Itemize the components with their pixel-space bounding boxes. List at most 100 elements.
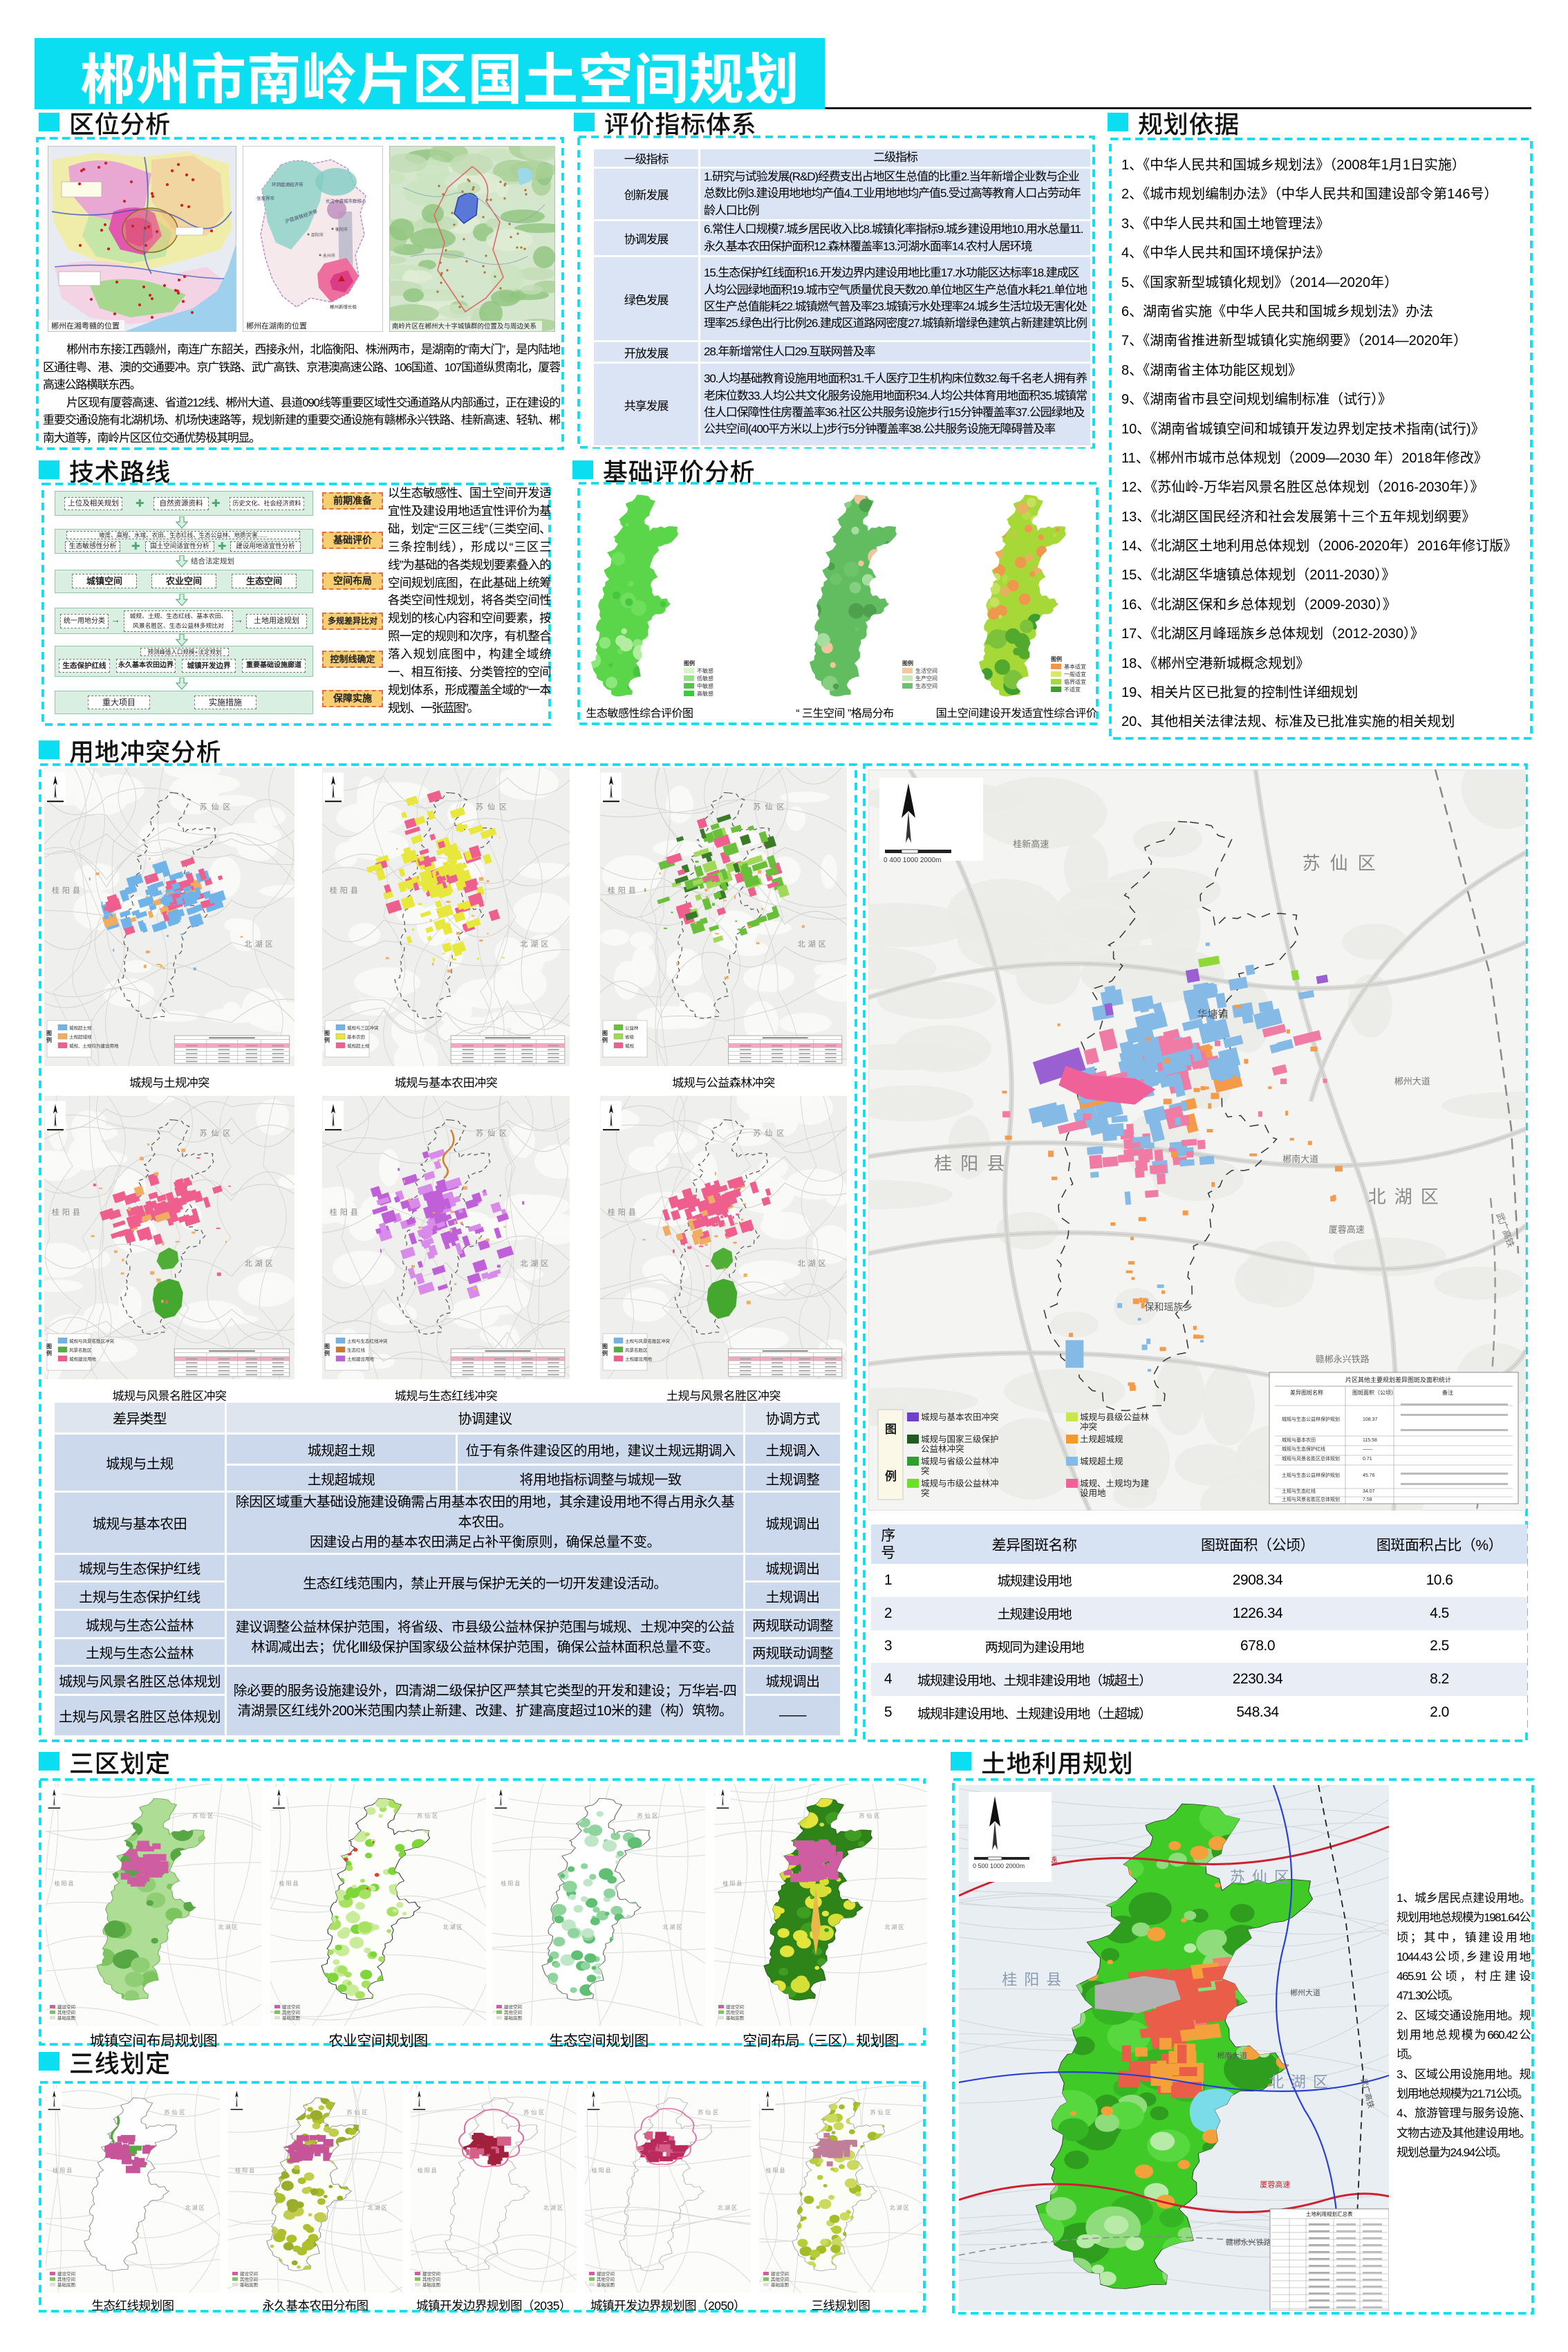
svg-text:土规建设用地: 土规建设用地 bbox=[347, 1356, 375, 1362]
svg-text:桂阳县: 桂阳县 bbox=[330, 885, 361, 895]
svg-text:桂阳县: 桂阳县 bbox=[418, 2167, 438, 2174]
svg-text:北湖区: 北湖区 bbox=[662, 1924, 683, 1930]
svg-text:城规与风景名胜区总体规划: 城规与风景名胜区总体规划 bbox=[1282, 1455, 1340, 1462]
svg-text:城规与生态公益林保护规划: 城规与生态公益林保护规划 bbox=[1282, 1416, 1340, 1422]
svg-text:土规超城规: 土规超城规 bbox=[1080, 1434, 1123, 1444]
svg-text:苏仙区: 苏仙区 bbox=[346, 2109, 369, 2116]
svg-text:图斑面积（公顷）: 图斑面积（公顷） bbox=[1352, 1389, 1397, 1396]
svg-text:建设空间: 建设空间 bbox=[504, 2004, 522, 2010]
svg-text:苏仙区: 苏仙区 bbox=[637, 1812, 660, 1819]
svg-text:图: 图 bbox=[885, 1423, 897, 1436]
svg-text:土地利用规划汇总表: 土地利用规划汇总表 bbox=[1306, 2210, 1353, 2217]
svg-text:环洞庭湖经济带: 环洞庭湖经济带 bbox=[272, 181, 304, 187]
svg-text:苏仙区: 苏仙区 bbox=[870, 2109, 893, 2116]
svg-text:——: —— bbox=[1363, 1447, 1372, 1452]
svg-text:图例: 图例 bbox=[684, 660, 695, 666]
svg-text:郴州在湖南的位置: 郴州在湖南的位置 bbox=[246, 321, 307, 330]
svg-text:图例: 图例 bbox=[324, 1030, 330, 1044]
svg-text:厦蓉高速: 厦蓉高速 bbox=[1260, 2179, 1290, 2189]
svg-text:北湖区: 北湖区 bbox=[798, 1259, 829, 1268]
svg-text:保和瑶族乡: 保和瑶族乡 bbox=[1144, 1302, 1193, 1313]
svg-text:基础底图: 基础底图 bbox=[57, 2015, 75, 2021]
svg-text:风景名胜区: 风景名胜区 bbox=[69, 1347, 92, 1353]
svg-text:不适宜: 不适宜 bbox=[1064, 686, 1081, 693]
svg-text:桂阳县: 桂阳县 bbox=[235, 2167, 256, 2174]
svg-text:北湖区: 北湖区 bbox=[884, 1924, 905, 1930]
svg-text:图例: 图例 bbox=[1051, 655, 1062, 662]
svg-text:北湖区: 北湖区 bbox=[520, 1259, 551, 1268]
svg-text:郴州在湘粤赣的位置: 郴州在湘粤赣的位置 bbox=[51, 321, 120, 330]
svg-text:苏仙区: 苏仙区 bbox=[476, 1128, 511, 1137]
svg-text:其他空间: 其他空间 bbox=[597, 2276, 615, 2282]
svg-text:城规、土规均为建设用地: 城规、土规均为建设用地 bbox=[69, 1043, 119, 1049]
svg-text:34.07: 34.07 bbox=[1363, 1489, 1375, 1494]
svg-text:苏仙区: 苏仙区 bbox=[1230, 1869, 1296, 1886]
svg-text:城规与三区冲突: 城规与三区冲突 bbox=[347, 1025, 379, 1031]
svg-text:苏仙区: 苏仙区 bbox=[1303, 853, 1385, 874]
svg-text:土规与风景名胜区总体规划: 土规与风景名胜区总体规划 bbox=[1282, 1496, 1340, 1502]
svg-text:例: 例 bbox=[885, 1469, 897, 1483]
svg-text:苏仙区: 苏仙区 bbox=[476, 802, 511, 811]
svg-text:苏仙区: 苏仙区 bbox=[192, 1812, 215, 1819]
svg-text:苏仙区: 苏仙区 bbox=[859, 1812, 881, 1819]
svg-text:基础底图: 基础底图 bbox=[282, 2015, 300, 2021]
svg-text:基础底图: 基础底图 bbox=[726, 2015, 744, 2021]
svg-text:北湖区: 北湖区 bbox=[1368, 1186, 1447, 1207]
svg-text:郴州大道: 郴州大道 bbox=[1394, 1076, 1430, 1087]
svg-text:城规与基本农田: 城规与基本农田 bbox=[1282, 1437, 1316, 1443]
svg-text:临界适宜: 临界适宜 bbox=[1064, 678, 1086, 685]
svg-text:其他空间: 其他空间 bbox=[57, 2276, 75, 2282]
svg-text:北湖区: 北湖区 bbox=[185, 2205, 206, 2211]
svg-text:北湖区: 北湖区 bbox=[890, 2205, 911, 2211]
svg-text:桂阳县: 桂阳县 bbox=[608, 1207, 639, 1217]
svg-text:其他空间: 其他空间 bbox=[771, 2276, 789, 2282]
svg-text:其他空间: 其他空间 bbox=[726, 2009, 744, 2015]
svg-text:城规与生态保护红线: 城规与生态保护红线 bbox=[1282, 1446, 1325, 1452]
svg-text:基础底图: 基础底图 bbox=[57, 2281, 75, 2288]
svg-text:基础底图: 基础底图 bbox=[504, 2015, 522, 2021]
svg-text:郴州新增长极: 郴州新增长极 bbox=[330, 304, 357, 310]
svg-text:图例: 图例 bbox=[602, 1030, 608, 1044]
svg-text:建设空间: 建设空间 bbox=[422, 2270, 440, 2277]
svg-text:0 500 1000 2000m: 0 500 1000 2000m bbox=[973, 1863, 1025, 1869]
svg-text:45.76: 45.76 bbox=[1363, 1473, 1375, 1478]
svg-text:土规与生态红线冲突: 土规与生态红线冲突 bbox=[347, 1338, 388, 1344]
svg-text:图例: 图例 bbox=[324, 1343, 330, 1357]
svg-text:桂阳县: 桂阳县 bbox=[722, 1880, 743, 1887]
svg-text:高敏感: 高敏感 bbox=[697, 690, 713, 697]
svg-text:生活空间: 生活空间 bbox=[915, 667, 937, 674]
svg-text:一般适宜: 一般适宜 bbox=[1064, 671, 1086, 678]
svg-text:郴南大道: 郴南大道 bbox=[1217, 2051, 1247, 2060]
svg-text:苏仙区: 苏仙区 bbox=[417, 1812, 440, 1819]
svg-text:土规与风景名胜区冲突: 土规与风景名胜区冲突 bbox=[625, 1338, 671, 1344]
svg-text:基本适宜: 基本适宜 bbox=[1064, 663, 1086, 670]
svg-text:建设空间: 建设空间 bbox=[726, 2004, 744, 2010]
svg-text:桂阳县: 桂阳县 bbox=[52, 1207, 83, 1217]
svg-text:建设空间: 建设空间 bbox=[240, 2270, 258, 2277]
svg-text:北湖区: 北湖区 bbox=[368, 2205, 389, 2211]
svg-text:华塘镇: 华塘镇 bbox=[1197, 1009, 1229, 1020]
svg-text:苏仙区: 苏仙区 bbox=[523, 2109, 546, 2116]
svg-text:桂阳县: 桂阳县 bbox=[54, 1880, 75, 1887]
svg-text:城规超土规: 城规超土规 bbox=[347, 1043, 370, 1049]
svg-text:桂阳县: 桂阳县 bbox=[53, 2167, 73, 2174]
svg-text:桂阳县: 桂阳县 bbox=[279, 1880, 299, 1887]
svg-text:北湖区: 北湖区 bbox=[245, 940, 276, 949]
svg-text:城规超土规: 城规超土规 bbox=[1080, 1456, 1123, 1466]
svg-text:土规建设用地: 土规建设用地 bbox=[625, 1356, 653, 1362]
svg-text:赣郴永兴铁路: 赣郴永兴铁路 bbox=[1316, 1354, 1370, 1365]
svg-text:建设空间: 建设空间 bbox=[771, 2270, 789, 2277]
svg-text:城规与风景名胜区冲突: 城规与风景名胜区冲突 bbox=[69, 1338, 115, 1344]
svg-text:苏仙区: 苏仙区 bbox=[753, 1128, 788, 1137]
svg-text:基础底图: 基础底图 bbox=[597, 2281, 615, 2288]
svg-text:土规与生态红线: 土规与生态红线 bbox=[1282, 1488, 1316, 1494]
svg-text:桂阳县: 桂阳县 bbox=[1002, 1971, 1068, 1988]
svg-text:桂阳县: 桂阳县 bbox=[52, 885, 83, 895]
svg-text:公益林: 公益林 bbox=[625, 1025, 639, 1031]
svg-text:张家界市: 张家界市 bbox=[256, 195, 275, 201]
svg-text:生产空间: 生产空间 bbox=[915, 675, 937, 682]
svg-text:北湖区: 北湖区 bbox=[520, 940, 551, 949]
svg-text:0 400 1000 2000m: 0 400 1000 2000m bbox=[884, 857, 941, 864]
svg-text:108.37: 108.37 bbox=[1363, 1417, 1378, 1422]
svg-text:苏仙区: 苏仙区 bbox=[164, 2109, 187, 2116]
